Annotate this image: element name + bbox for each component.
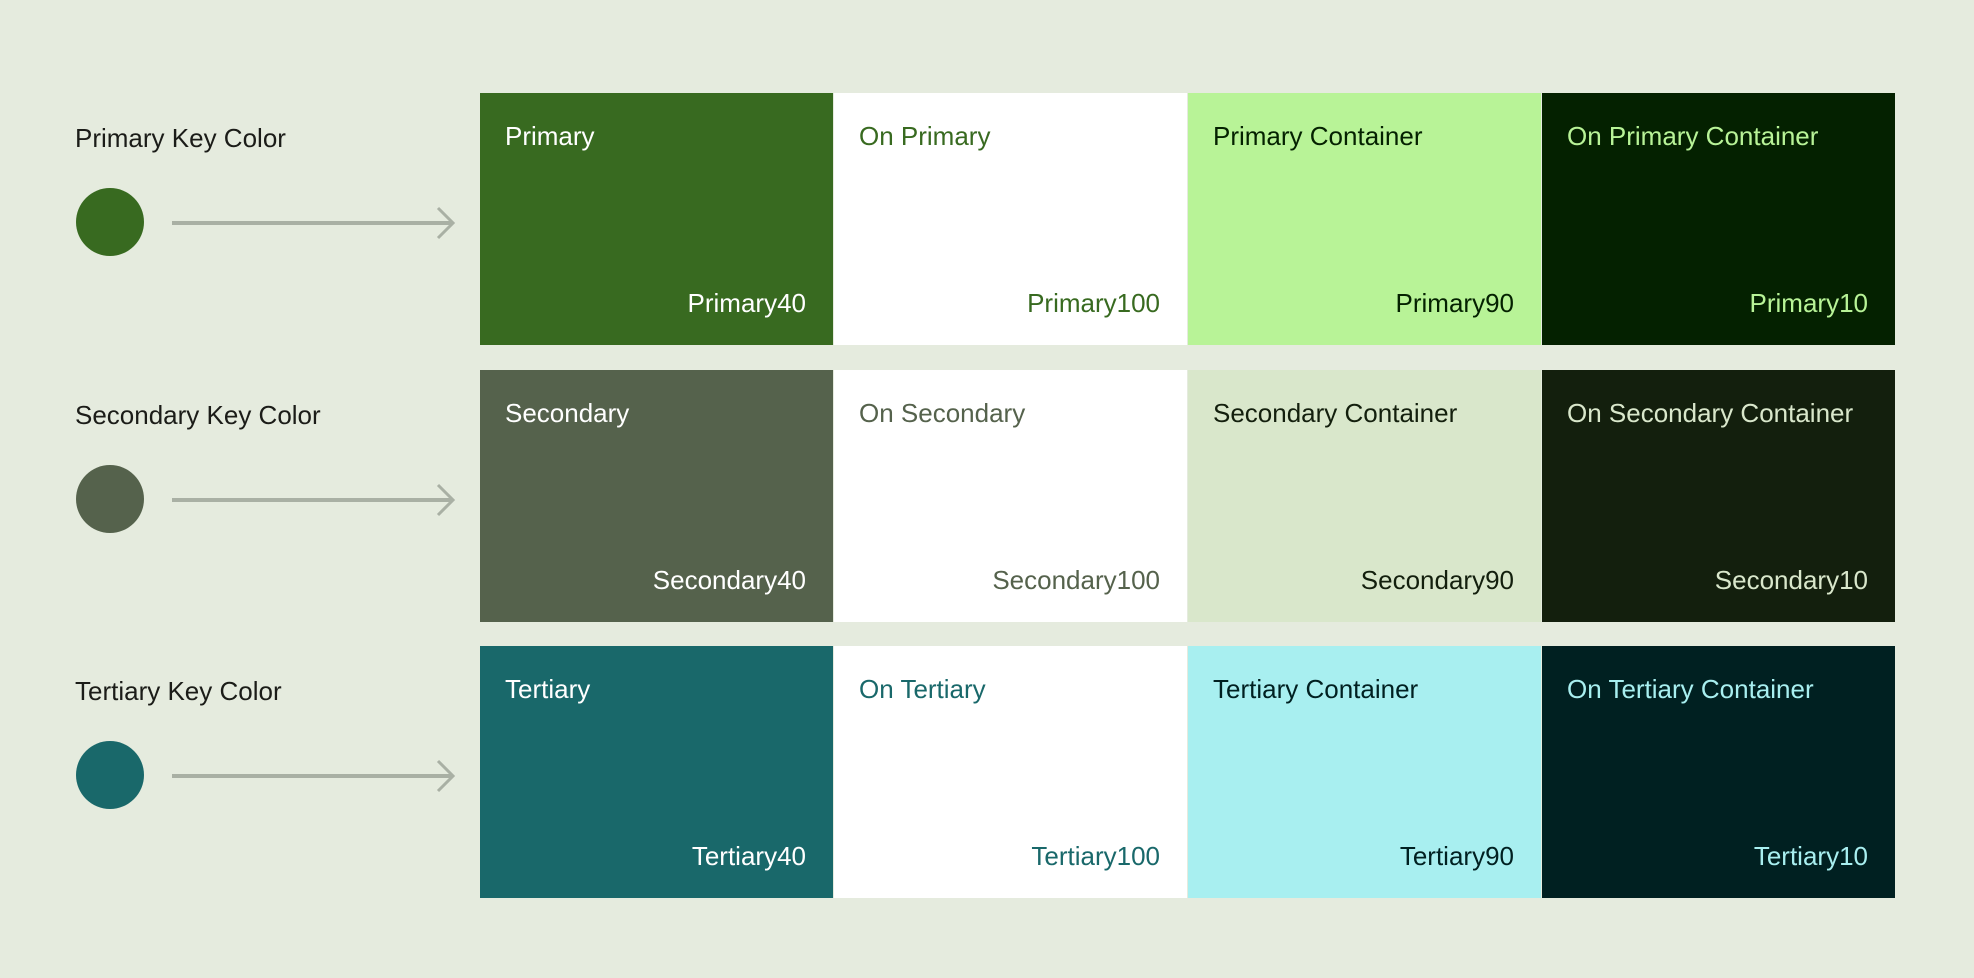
color-tone-label: Secondary100 bbox=[992, 565, 1160, 595]
color-role-tile: Secondary Container Secondary90 bbox=[1188, 370, 1541, 622]
color-role-name: On Secondary Container bbox=[1567, 398, 1854, 428]
color-role-name: On Tertiary bbox=[859, 674, 986, 704]
color-role-name: On Primary Container bbox=[1567, 121, 1819, 151]
color-tone-label: Primary100 bbox=[1027, 288, 1160, 318]
color-tone-label: Primary10 bbox=[1749, 288, 1868, 318]
color-tone-label: Tertiary90 bbox=[1399, 841, 1514, 871]
arrow-right-icon bbox=[172, 759, 456, 793]
color-role-tile: On Primary Primary100 bbox=[834, 93, 1187, 345]
color-role-tile: On Tertiary Container Tertiary10 bbox=[1542, 646, 1895, 898]
color-role-name: On Tertiary Container bbox=[1567, 674, 1814, 704]
color-tone-label: Secondary40 bbox=[652, 565, 806, 595]
color-role-tile: On Tertiary Tertiary100 bbox=[834, 646, 1187, 898]
color-role-name: Primary Container bbox=[1213, 121, 1423, 151]
arrow-right-icon bbox=[172, 483, 456, 517]
key-color-swatch bbox=[76, 188, 144, 256]
color-row: Tertiary Key Color Tertiary Tertiary40 On… bbox=[0, 646, 1974, 898]
color-tone-label: Tertiary10 bbox=[1753, 841, 1868, 871]
color-role-name: Tertiary bbox=[505, 674, 591, 704]
color-tone-label: Primary40 bbox=[687, 288, 806, 318]
color-role-tile: Secondary Secondary40 bbox=[480, 370, 833, 622]
color-role-tile: On Secondary Container Secondary10 bbox=[1542, 370, 1895, 622]
color-tone-label: Secondary10 bbox=[1714, 565, 1868, 595]
color-role-tile: On Primary Container Primary10 bbox=[1542, 93, 1895, 345]
color-role-name: Primary bbox=[505, 121, 595, 151]
color-role-name: On Secondary bbox=[859, 398, 1026, 428]
color-role-tile: Primary Primary40 bbox=[480, 93, 833, 345]
color-role-tile: On Secondary Secondary100 bbox=[834, 370, 1187, 622]
color-role-name: Tertiary Container bbox=[1213, 674, 1419, 704]
color-tone-label: Tertiary40 bbox=[691, 841, 806, 871]
color-tone-label: Primary90 bbox=[1395, 288, 1514, 318]
key-color-label: Secondary Key Color bbox=[75, 400, 321, 430]
color-tone-label: Secondary90 bbox=[1360, 565, 1514, 595]
color-role-tile: Tertiary Container Tertiary90 bbox=[1188, 646, 1541, 898]
key-color-label: Primary Key Color bbox=[75, 123, 286, 153]
color-row: Secondary Key Color Secondary Secondary4… bbox=[0, 370, 1974, 622]
color-row: Primary Key Color Primary Primary40 On Pr… bbox=[0, 93, 1974, 345]
color-role-tile: Primary Container Primary90 bbox=[1188, 93, 1541, 345]
color-role-name: Secondary Container bbox=[1213, 398, 1458, 428]
color-role-name: On Primary bbox=[859, 121, 991, 151]
key-color-label: Tertiary Key Color bbox=[75, 676, 282, 706]
color-tone-label: Tertiary100 bbox=[1031, 841, 1160, 871]
key-color-swatch bbox=[76, 465, 144, 533]
arrow-right-icon bbox=[172, 206, 456, 240]
key-color-swatch bbox=[76, 741, 144, 809]
color-role-name: Secondary bbox=[505, 398, 630, 428]
color-role-tile: Tertiary Tertiary40 bbox=[480, 646, 833, 898]
